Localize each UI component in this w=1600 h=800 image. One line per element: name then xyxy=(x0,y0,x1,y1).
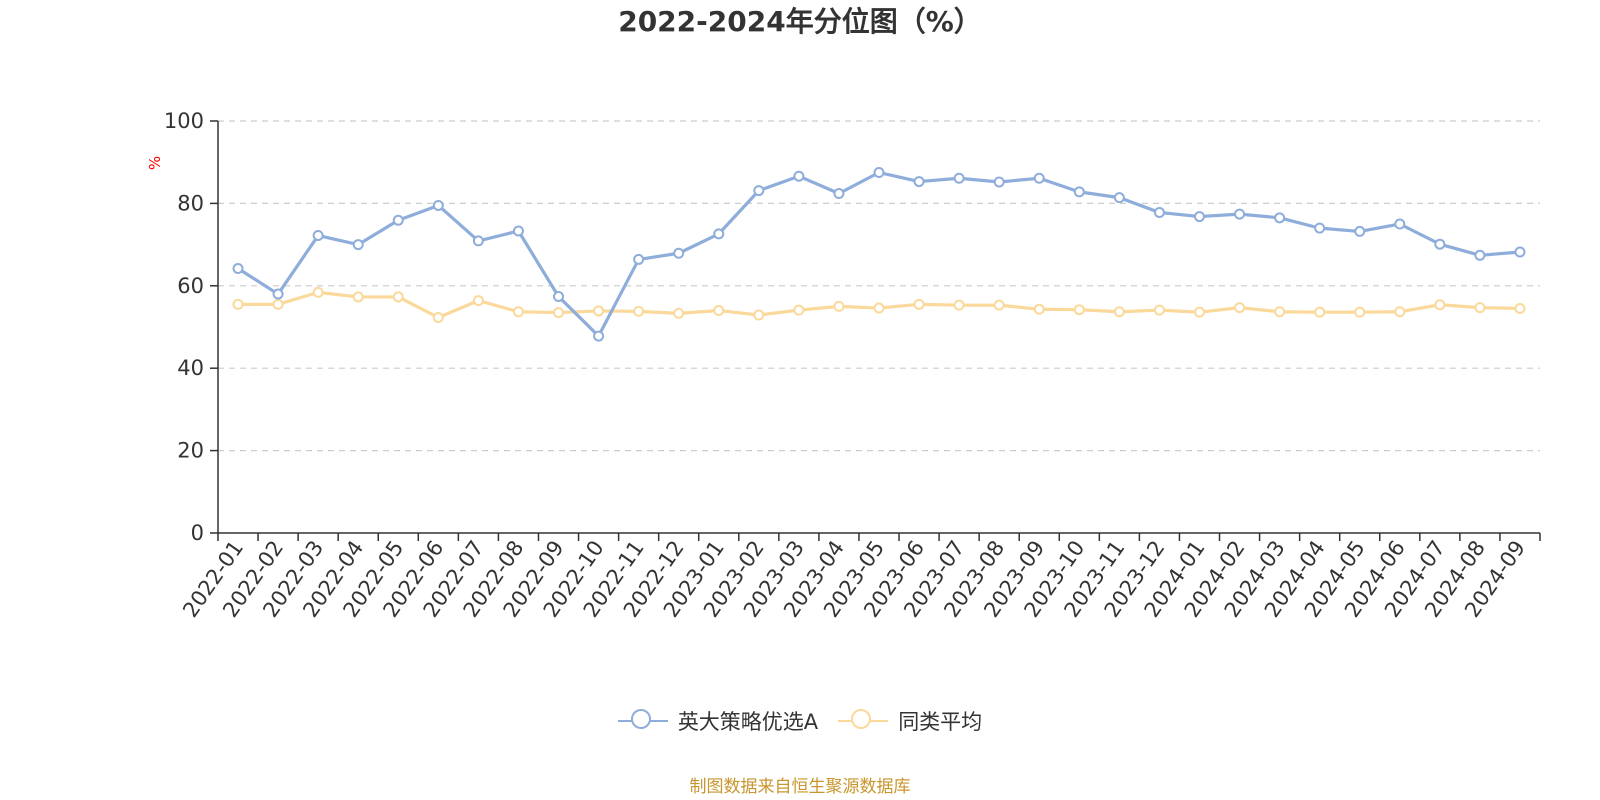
data-point xyxy=(913,298,925,310)
data-point xyxy=(472,295,484,307)
data-point xyxy=(553,291,565,303)
legend-swatch-icon xyxy=(617,708,668,734)
data-point xyxy=(593,305,605,317)
y-tick-label: 60 xyxy=(177,274,204,298)
data-point xyxy=(312,230,324,242)
data-point xyxy=(713,228,725,240)
data-point xyxy=(633,305,645,317)
data-point xyxy=(1193,306,1205,318)
y-tick-label: 0 xyxy=(191,521,204,545)
data-point xyxy=(633,253,645,265)
y-tick-label: 40 xyxy=(177,356,204,380)
y-tick-label: 100 xyxy=(164,109,204,133)
series-2 xyxy=(232,286,1526,324)
data-point xyxy=(793,170,805,182)
axes xyxy=(210,120,1541,541)
data-point xyxy=(232,262,244,274)
legend-item-1[interactable]: 英大策略优选A xyxy=(617,706,819,736)
data-point xyxy=(1314,222,1326,234)
data-point xyxy=(873,302,885,314)
data-point xyxy=(1434,238,1446,250)
data-point xyxy=(232,298,244,310)
data-point xyxy=(1274,212,1286,224)
data-point xyxy=(753,309,765,321)
data-point xyxy=(1394,306,1406,318)
data-point xyxy=(1033,303,1045,315)
data-point xyxy=(432,199,444,211)
data-point xyxy=(432,312,444,324)
data-point xyxy=(352,291,364,303)
legend-label: 英大策略优选A xyxy=(677,710,819,734)
data-point xyxy=(833,300,845,312)
data-point xyxy=(1153,304,1165,316)
y-axis-unit-label: % xyxy=(146,156,164,170)
y-tick-label: 20 xyxy=(177,439,204,463)
data-point xyxy=(1073,186,1085,198)
data-point xyxy=(1314,306,1326,318)
data-point xyxy=(1234,302,1246,314)
data-point xyxy=(913,176,925,188)
data-point xyxy=(472,235,484,247)
data-point xyxy=(392,291,404,303)
data-point xyxy=(993,176,1005,188)
data-point xyxy=(1073,304,1085,316)
data-point xyxy=(1434,299,1446,311)
data-point xyxy=(1033,172,1045,184)
data-point xyxy=(1354,306,1366,318)
data-point xyxy=(1514,302,1526,314)
y-tick-label: 80 xyxy=(177,191,204,215)
data-point xyxy=(1153,206,1165,218)
data-point xyxy=(1113,306,1125,318)
data-point xyxy=(833,188,845,200)
data-point xyxy=(272,288,284,300)
data-point xyxy=(1274,306,1286,318)
data-point xyxy=(753,185,765,197)
data-point xyxy=(713,305,725,317)
data-point xyxy=(1394,218,1406,230)
data-point xyxy=(1474,302,1486,314)
legend-label: 同类平均 xyxy=(898,710,983,734)
data-point xyxy=(593,330,605,342)
data-point xyxy=(673,247,685,259)
series-lines xyxy=(232,167,1526,342)
data-point xyxy=(1234,208,1246,220)
data-point xyxy=(352,239,364,251)
data-point xyxy=(512,225,524,237)
data-point xyxy=(1474,249,1486,261)
data-point xyxy=(1193,211,1205,223)
chart-title: 2022-2024年分位图（%） xyxy=(618,5,982,38)
data-point xyxy=(953,299,965,311)
legend-item-2[interactable]: 同类平均 xyxy=(838,706,982,736)
data-point xyxy=(793,304,805,316)
data-point xyxy=(993,299,1005,311)
legend-swatch-icon xyxy=(838,708,889,734)
data-point xyxy=(272,298,284,310)
data-point xyxy=(953,172,965,184)
series-1 xyxy=(232,167,1526,342)
tick-labels: 020406080100%2022-012022-022022-032022-0… xyxy=(146,109,1530,622)
legend: 英大策略优选A 同类平均 xyxy=(0,706,1600,736)
data-point xyxy=(1354,225,1366,237)
data-point xyxy=(392,214,404,226)
data-point xyxy=(512,306,524,318)
data-point xyxy=(1514,246,1526,258)
data-point xyxy=(673,307,685,319)
data-point xyxy=(1113,192,1125,204)
data-point xyxy=(553,307,565,319)
data-point xyxy=(312,286,324,298)
source-note: 制图数据来自恒生聚源数据库 xyxy=(689,777,911,797)
data-point xyxy=(873,167,885,178)
